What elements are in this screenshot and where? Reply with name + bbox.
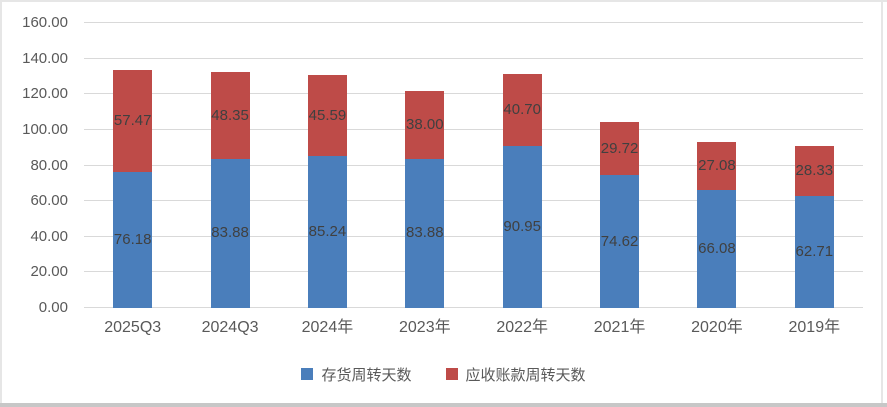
bar-segment (113, 172, 153, 308)
legend-item-inventory-turnover-days: 存货周转天数 (301, 364, 412, 385)
bar-value-label: 28.33 (795, 162, 834, 180)
bar-value-label: 85.24 (308, 223, 347, 241)
bar-value-label: 27.08 (698, 157, 736, 175)
y-axis-tick-label: 80.00 (30, 156, 68, 174)
bar-value-label: 76.18 (113, 231, 152, 249)
bar-segment (502, 146, 542, 308)
bar-segment (307, 156, 347, 308)
y-axis-tick-label: 60.00 (30, 192, 68, 210)
y-axis-tick-label: 140.00 (22, 49, 68, 67)
gridline (84, 236, 863, 237)
bar-value-label: 29.72 (600, 139, 639, 157)
y-axis-tick-label: 160.00 (22, 14, 68, 31)
frame-edge-left (0, 0, 2, 407)
y-axis-tick-label: 0.00 (38, 299, 68, 316)
legend-color-swatch-blue (301, 368, 314, 380)
bar-segment (697, 142, 737, 191)
x-axis-label: 2023年 (399, 319, 451, 336)
bar-value-label: 90.95 (503, 217, 541, 235)
bar-segment (502, 73, 542, 146)
gridline (84, 58, 863, 59)
bar-segment (113, 69, 153, 173)
frame-edge-bottom (0, 403, 887, 407)
gridline (84, 165, 863, 166)
x-axis-label: 2022年 (496, 319, 548, 336)
bar-segment (600, 175, 640, 308)
bar-value-label: 66.08 (698, 240, 736, 258)
bar-value-label: 48.35 (211, 106, 249, 124)
legend: 存货周转天数 应收账款周转天数 (0, 364, 887, 384)
gridline (84, 307, 863, 308)
bar-segment (210, 72, 250, 159)
y-axis-tick-label: 120.00 (22, 85, 68, 103)
x-axis-label: 2020年 (691, 319, 743, 336)
y-axis-tick-label: 20.00 (30, 263, 68, 281)
bar-segment (697, 190, 737, 308)
plot-area: 76.18 57.47 83.88 48.35 85.24 45.59 83.88 38.00… (84, 22, 863, 308)
bar-segment (794, 196, 834, 308)
legend-color-swatch-red (445, 368, 458, 380)
y-axis-tick-label: 40.00 (30, 227, 68, 245)
x-axis-label: 2024年 (301, 319, 354, 336)
bar-value-label: 57.47 (113, 112, 152, 130)
bar-value-label: 45.59 (308, 106, 347, 124)
legend-item-receivable-turnover-days: 应收账款周转天数 (445, 364, 586, 385)
bar-segment (405, 158, 445, 308)
legend-label: 存货周转天数 (321, 366, 412, 384)
bar-value-label: 38.00 (406, 115, 444, 133)
gridline (84, 93, 863, 94)
bar-segment (600, 122, 640, 176)
legend-label: 应收账款周转天数 (465, 366, 586, 384)
gridline (84, 22, 863, 23)
bar-value-label: 40.70 (503, 100, 541, 118)
x-axis-label: 2019年 (788, 319, 841, 336)
gridline (84, 129, 863, 130)
x-axis-label: 2021年 (593, 319, 646, 336)
frame-edge-top (0, 0, 887, 2)
gridline (84, 271, 863, 272)
bar-segment (794, 145, 834, 197)
bar-segment (307, 74, 347, 157)
x-axis-label: 2024Q3 (201, 319, 259, 336)
bar-segment (405, 90, 445, 159)
bar-value-label: 83.88 (406, 224, 444, 242)
frame-edge-right (881, 0, 883, 407)
bar-segment (210, 158, 250, 308)
bar-value-label: 62.71 (795, 243, 834, 261)
x-axis-label: 2025Q3 (104, 319, 162, 336)
gridline (84, 200, 863, 201)
bar-value-label: 74.62 (600, 232, 639, 250)
y-axis-tick-label: 100.00 (22, 120, 68, 138)
bar-value-label: 83.88 (211, 224, 249, 242)
